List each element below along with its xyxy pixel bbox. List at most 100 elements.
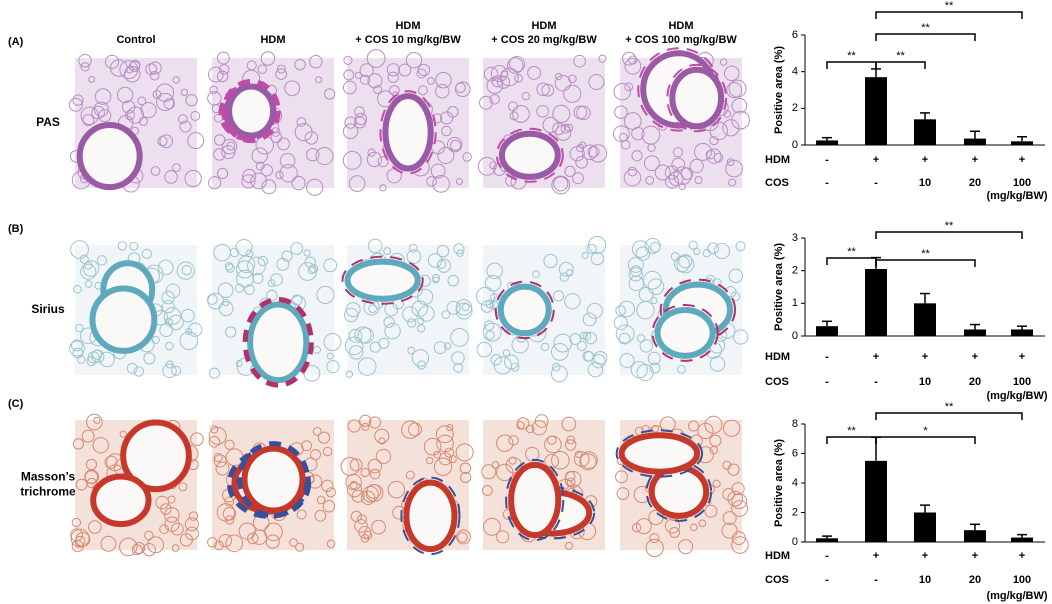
tissue-cell: [317, 431, 331, 444]
tissue-cell: [171, 163, 181, 172]
tissue-cell: [100, 535, 117, 552]
panel-label: (B): [8, 223, 24, 235]
tissue-cell: [128, 60, 141, 72]
tissue-cell: [564, 470, 582, 488]
micrograph: [207, 420, 336, 553]
tissue-cell: [479, 95, 493, 110]
tissue-cell: [322, 499, 336, 513]
airway: [90, 473, 152, 528]
airway: [241, 445, 306, 514]
tissue-cell: [234, 283, 245, 293]
tissue-cell: [731, 493, 748, 510]
row-cell: -: [874, 376, 878, 388]
tissue-cell: [432, 276, 440, 284]
significance-bracket: [875, 231, 1023, 239]
tissue-cell: [349, 458, 363, 472]
tissue-cell: [179, 120, 192, 133]
tissue-cell: [441, 125, 452, 137]
bar: [914, 303, 936, 336]
tissue-cell: [484, 275, 502, 292]
micrograph: [340, 414, 474, 556]
tissue-cell: [264, 522, 283, 542]
tissue-cell: [322, 446, 333, 457]
tissue-cell: [241, 174, 256, 189]
tissue-cell: [457, 532, 468, 543]
tissue-cell: [279, 152, 296, 169]
tissue-cell: [148, 61, 162, 75]
tissue-cell: [698, 519, 707, 528]
row-cell: -: [825, 376, 829, 388]
tissue-cell: [321, 479, 334, 492]
tissue-cell: [281, 250, 293, 262]
tissue-cell: [265, 534, 280, 549]
tissue-cell: [209, 367, 221, 379]
tissue-cell: [726, 158, 735, 167]
row-cell: 100: [1013, 177, 1031, 189]
tissue-cell: [590, 251, 605, 266]
tissue-cell: [235, 360, 243, 368]
tissue-cell: [99, 351, 115, 368]
tissue-cell: [489, 94, 500, 105]
tissue-cell: [712, 479, 721, 488]
tissue-cell: [455, 443, 474, 462]
tissue-cell: [455, 302, 473, 320]
tissue-cell: [669, 527, 681, 538]
tissue-cell: [79, 254, 89, 264]
tissue-cell: [709, 121, 729, 141]
tissue-cell: [730, 291, 741, 302]
tissue-cell: [408, 243, 418, 253]
tissue-cell: [74, 535, 86, 547]
tissue-cell: [425, 456, 434, 465]
y-axis-label: Positive area (%): [773, 46, 785, 134]
tissue-cell: [206, 294, 218, 305]
tissue-cell: [188, 511, 199, 521]
tissue-cell: [483, 320, 495, 331]
tissue-cell: [435, 71, 452, 89]
tissue-cell: [324, 88, 336, 100]
tissue-cell: [437, 147, 455, 165]
tissue-cell: [346, 482, 363, 498]
tissue-cell: [435, 425, 454, 444]
tissue-cell: [250, 172, 267, 190]
tissue-cell: [215, 461, 230, 476]
tissue-cell: [69, 340, 85, 357]
tissue-cell: [623, 169, 642, 187]
bar: [865, 77, 887, 145]
tissue-cell: [378, 437, 386, 445]
tissue-cell: [218, 64, 230, 75]
tissue-cell: [326, 352, 334, 360]
tissue-cell: [516, 421, 525, 430]
tissue-cell: [647, 351, 661, 365]
tissue-cell: [616, 487, 630, 500]
tissue-cell: [636, 363, 654, 382]
tissue-cell: [164, 170, 178, 184]
tissue-cell: [141, 248, 152, 259]
tissue-cell: [678, 539, 694, 555]
tissue-cell: [92, 437, 109, 454]
tissue-cell: [155, 495, 170, 510]
airway: [498, 130, 561, 180]
panel-label: (C): [8, 398, 24, 410]
tissue-cell: [678, 182, 686, 191]
significance-label: **: [847, 425, 856, 437]
tissue-cell: [560, 123, 571, 134]
tissue-cell: [345, 302, 361, 318]
tissue-cell: [296, 509, 307, 520]
tissue-cell: [582, 331, 592, 341]
tissue-cell: [564, 293, 581, 310]
tissue-cell: [121, 100, 136, 114]
tissue-cell: [149, 70, 160, 81]
row-cell: +: [873, 550, 879, 562]
tissue-cell: [568, 74, 577, 84]
airway-stain: [615, 429, 704, 478]
column-header: Control: [116, 34, 155, 46]
tissue-cell: [185, 94, 198, 107]
tissue-cell: [224, 515, 235, 525]
tissue-cell: [486, 77, 504, 94]
tissue-cell: [728, 268, 743, 284]
tissue-cell: [119, 430, 127, 438]
bar: [816, 326, 838, 336]
airway: [508, 461, 562, 539]
tissue-cell: [162, 363, 177, 379]
